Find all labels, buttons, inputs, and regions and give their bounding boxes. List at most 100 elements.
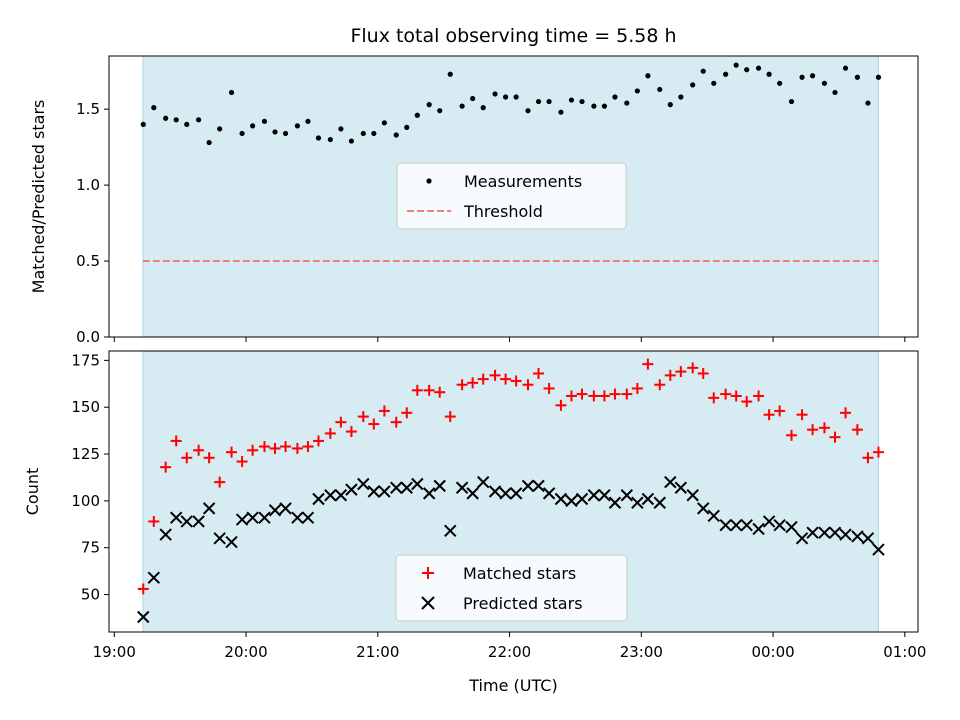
- matched-star-point: [533, 367, 545, 379]
- matched-star-point: [840, 407, 852, 419]
- matched-star-point: [312, 435, 324, 447]
- predicted-star-point: [818, 526, 831, 539]
- matched-star-point: [720, 388, 732, 400]
- predicted-star-point: [795, 532, 809, 545]
- predicted-star-point: [258, 511, 271, 524]
- matched-star-point: [324, 427, 336, 439]
- measurement-point: [579, 98, 585, 105]
- measurement-point: [546, 98, 552, 105]
- matched-star-point: [423, 384, 435, 396]
- measurement-point: [327, 136, 333, 143]
- bottom-xtick-label: 00:00: [751, 643, 794, 661]
- matched-star-point: [378, 405, 390, 417]
- predicted-star-point: [729, 519, 743, 532]
- predicted-star-point: [653, 496, 666, 509]
- measurement-point: [733, 62, 739, 68]
- measurement-point: [777, 80, 783, 86]
- predicted-star-point: [554, 492, 568, 506]
- top-ytick-label: 1.5: [76, 100, 100, 118]
- x-axis-label: Time (UTC): [468, 676, 557, 695]
- predicted-stars-points: [137, 475, 885, 624]
- matched-star-point: [851, 424, 863, 436]
- predicted-star-point: [225, 535, 238, 549]
- predicted-star-point: [455, 481, 469, 494]
- matched-star-point: [872, 446, 884, 458]
- predicted-star-point: [509, 487, 523, 500]
- matched-star-point: [654, 379, 666, 391]
- measurement-point: [821, 80, 828, 86]
- predicted-star-point: [707, 509, 720, 523]
- matched-star-point: [598, 390, 610, 402]
- predicted-star-point: [476, 475, 490, 489]
- matched-star-point: [609, 388, 621, 400]
- measurement-point: [634, 88, 640, 94]
- matched-star-point: [708, 392, 720, 404]
- predicted-star-point: [762, 515, 776, 528]
- measurement-point: [480, 105, 486, 111]
- matched-star-point: [302, 441, 314, 453]
- measurement-point: [184, 121, 190, 127]
- predicted-star-point: [180, 515, 193, 528]
- legend-predicted-label: Predicted stars: [463, 594, 583, 613]
- predicted-star-point: [367, 485, 381, 498]
- measurement-point: [163, 115, 169, 121]
- predicted-star-point: [411, 477, 424, 491]
- matched-star-point: [687, 362, 699, 374]
- matched-star-point: [796, 409, 808, 421]
- predicted-star-point: [608, 496, 622, 509]
- bottom-ytick-label: 125: [71, 445, 100, 463]
- legend-measurements-label: Measurements: [464, 172, 582, 191]
- matched-star-point: [193, 444, 205, 456]
- predicted-star-point: [433, 479, 446, 493]
- matched-star-point: [697, 367, 709, 379]
- measurement-point: [437, 108, 443, 114]
- legend-top[interactable]: Measurements Threshold: [396, 162, 627, 230]
- measurement-point: [239, 130, 245, 137]
- matched-star-point: [862, 452, 874, 464]
- measurement-point: [678, 94, 684, 100]
- measurement-point: [360, 130, 366, 137]
- matched-star-point: [664, 369, 676, 381]
- measurement-point: [809, 73, 816, 79]
- measurement-point: [766, 71, 772, 77]
- predicted-star-point: [631, 496, 644, 509]
- measurement-point: [470, 95, 476, 102]
- measurement-point: [799, 74, 805, 80]
- legend-threshold-label: Threshold: [463, 202, 543, 221]
- predicted-star-point: [641, 492, 655, 506]
- predicted-star-point: [400, 481, 413, 494]
- x-ticks-bottom: 19:00 20:00 21:00 22:00 23:00 00:00 01:00: [93, 632, 926, 661]
- predicted-star-point: [785, 520, 798, 534]
- predicted-star-point: [390, 481, 403, 494]
- measurement-point: [591, 103, 597, 109]
- predicted-star-point: [202, 502, 216, 515]
- measurement-point: [404, 124, 410, 130]
- predicted-star-point: [839, 528, 852, 541]
- bottom-xtick-label: 19:00: [93, 643, 136, 661]
- measurement-point: [272, 129, 278, 135]
- legend-bottom[interactable]: Matched stars Predicted stars: [395, 554, 628, 622]
- predicted-star-point: [740, 519, 753, 532]
- measurement-point: [700, 68, 706, 74]
- measurement-point: [875, 74, 882, 80]
- plot-frame-top: [108, 55, 919, 338]
- matched-star-point: [444, 411, 456, 423]
- bottom-xtick-label: 22:00: [488, 643, 531, 661]
- measurement-point: [558, 109, 564, 115]
- matched-star-point: [247, 444, 259, 456]
- predicted-star-point: [565, 494, 578, 508]
- measurement-point: [568, 97, 575, 103]
- predicted-star-point: [169, 511, 183, 524]
- predicted-star-point: [828, 526, 842, 539]
- predicted-star-point: [598, 489, 611, 502]
- predicted-star-point: [674, 481, 688, 494]
- matched-star-point: [555, 399, 567, 411]
- measurement-point: [711, 80, 717, 86]
- x-ticks-top: [113, 337, 906, 342]
- matched-star-point: [226, 446, 238, 458]
- top-ytick-label: 1.0: [76, 176, 100, 194]
- measurement-point: [865, 100, 871, 106]
- matched-star-point: [170, 435, 182, 447]
- predicted-star-point: [719, 519, 732, 532]
- matched-star-point: [818, 422, 830, 434]
